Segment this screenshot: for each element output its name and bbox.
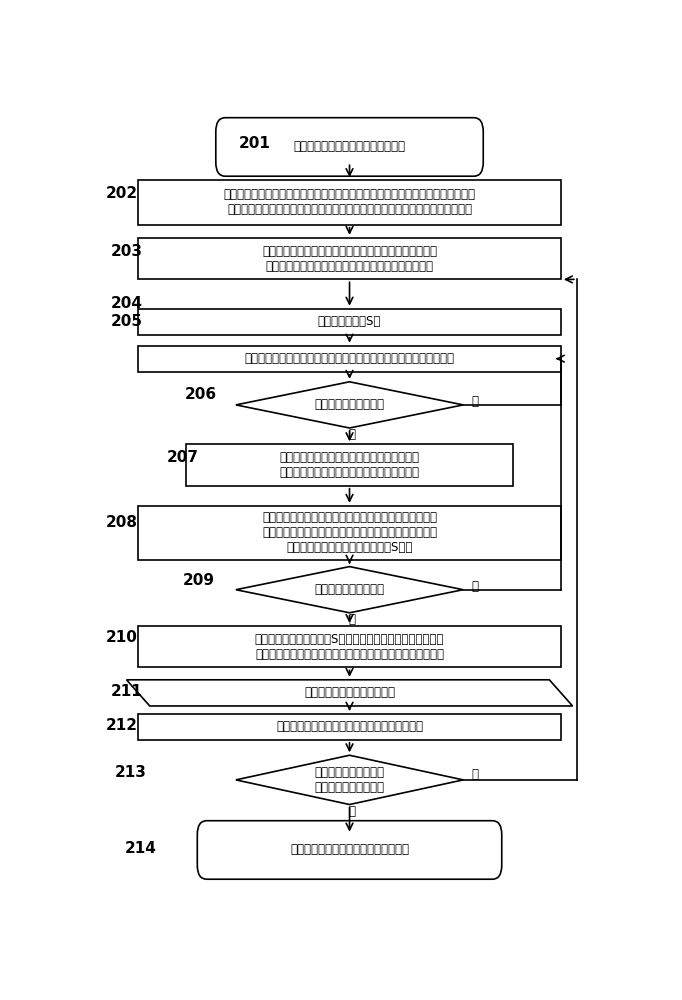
Text: 201: 201 [239, 136, 270, 151]
Text: 是: 是 [349, 428, 356, 441]
Text: 初始化二维数组S。: 初始化二维数组S。 [318, 315, 381, 328]
Text: 否: 否 [471, 768, 478, 781]
Text: 203: 203 [110, 244, 143, 259]
Text: 209: 209 [183, 573, 215, 588]
Text: 否: 否 [471, 580, 478, 593]
Text: 根据手指的空间坐标变化识别出操作者意图击
键的那个手指，并获得那根手指的击键位置。: 根据手指的空间坐标变化识别出操作者意图击 键的那个手指，并获得那根手指的击键位置… [280, 451, 419, 479]
Text: 是: 是 [349, 805, 356, 818]
Text: 211: 211 [110, 684, 143, 699]
Text: 根据排序规则和二维数组S来分析出文字组合、命令，并列出
选项供操作者选择确认，对是否结合输入法来分析不做要求。: 根据排序规则和二维数组S来分析出文字组合、命令，并列出 选项供操作者选择确认，对… [255, 633, 444, 661]
Bar [138, 309, 561, 335]
Text: 是否有结束输入动作？: 是否有结束输入动作？ [314, 583, 385, 596]
Text: 操作者选择确认输入的选项。: 操作者选择确认输入的选项。 [304, 686, 395, 699]
Bar [138, 714, 561, 740]
Text: 输入结束，停止侦测，关闭相应模块。: 输入结束，停止侦测，关闭相应模块。 [290, 843, 409, 856]
Polygon shape [236, 755, 463, 805]
Text: 206: 206 [185, 387, 217, 402]
Bar [138, 346, 561, 372]
Text: 激活输入框或打开程序，等待输入。: 激活输入框或打开程序，等待输入。 [293, 140, 406, 153]
Text: 202: 202 [105, 186, 138, 201]
Bar [138, 180, 561, 225]
Bar [138, 626, 561, 667]
Text: 是: 是 [349, 613, 356, 626]
Polygon shape [236, 382, 463, 428]
Text: 输入框或应用程序是否
关闭或转为失活状态。: 输入框或应用程序是否 关闭或转为失活状态。 [314, 766, 385, 794]
Text: 204: 204 [110, 296, 143, 311]
Bar [138, 238, 561, 279]
Text: 212: 212 [105, 718, 137, 733]
FancyBboxPatch shape [197, 821, 502, 879]
Text: 208: 208 [105, 515, 137, 530]
Bar [138, 506, 561, 560]
Text: 205: 205 [110, 314, 143, 329]
Text: 207: 207 [167, 450, 199, 465]
Text: 侦测模块侦测捕获操作者手势动作，并由分析模块进行识别和分析。: 侦测模块侦测捕获操作者手势动作，并由分析模块进行识别和分析。 [245, 352, 454, 365]
Text: 分析模块根据侦测模块捕获的定位键盘动作的数据来确定虚拟键盘在真实场景中的
摆放位置和摆放角度，或根据预先设置来确定虚拟键盘的摆放位置和摆放角度。: 分析模块根据侦测模块捕获的定位键盘动作的数据来确定虚拟键盘在真实场景中的 摆放位… [224, 188, 475, 216]
Text: 将确认的输入结果传输给操作系统或应用程序。: 将确认的输入结果传输给操作系统或应用程序。 [276, 720, 423, 733]
FancyBboxPatch shape [216, 118, 484, 176]
Bar [186, 444, 514, 486]
Text: 210: 210 [105, 630, 137, 645]
Text: 否: 否 [471, 395, 478, 408]
Text: 是否有模拟击键动作？: 是否有模拟击键动作？ [314, 398, 385, 411]
Text: 通过增强现实技术将虚拟键盘叠加到真实场景中，对是否
让操作者通过视觉感知到该虚拟键盘的存在不做要求。: 通过增强现实技术将虚拟键盘叠加到真实场景中，对是否 让操作者通过视觉感知到该虚拟… [262, 245, 437, 273]
Polygon shape [236, 567, 463, 613]
Text: 213: 213 [115, 765, 146, 780]
Polygon shape [126, 680, 573, 706]
Text: 计算出在三维空间中模拟击键位置与虚拟键盘上的一个或
多个符合某种规则的键中心位置之间的距离，并将该距离
的值作为数组元素添加至二维数组S中。: 计算出在三维空间中模拟击键位置与虚拟键盘上的一个或 多个符合某种规则的键中心位置… [262, 511, 437, 554]
Text: 214: 214 [125, 841, 157, 856]
